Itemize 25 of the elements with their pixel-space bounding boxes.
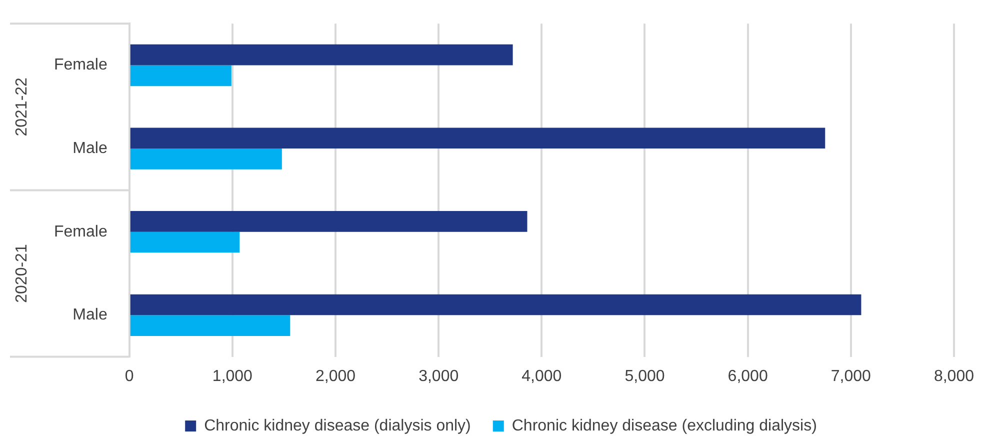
bar	[130, 232, 240, 253]
x-tick-label: 2,000	[315, 368, 356, 385]
bar	[130, 65, 232, 86]
legend-label: Chronic kidney disease (dialysis only)	[204, 417, 471, 434]
text: 2020-21	[13, 244, 30, 303]
x-tick-label: 1,000	[212, 368, 253, 385]
x-tick-label: 6,000	[728, 368, 768, 385]
x-tick-label: 8,000	[934, 368, 974, 385]
y-tick-label: Male	[72, 140, 108, 157]
bar	[130, 44, 513, 66]
x-tick-label: 7,000	[830, 368, 872, 385]
bar	[130, 294, 862, 316]
text: 2021-22	[13, 77, 30, 136]
bar	[130, 211, 528, 232]
y-tick-label: Female	[54, 223, 108, 240]
bar	[130, 148, 282, 170]
y-tick-label: Female	[54, 56, 108, 74]
x-tick-label: 4,000	[522, 368, 562, 385]
bar	[130, 128, 826, 149]
legend-label: Chronic kidney disease (excluding dialysis)	[512, 417, 817, 434]
y-tick-label: Male	[72, 306, 108, 324]
x-tick-label: 3,000	[418, 368, 459, 385]
x-tick-label: 5,000	[624, 368, 665, 385]
bar	[130, 315, 290, 336]
x-tick-label: 0	[124, 368, 134, 385]
